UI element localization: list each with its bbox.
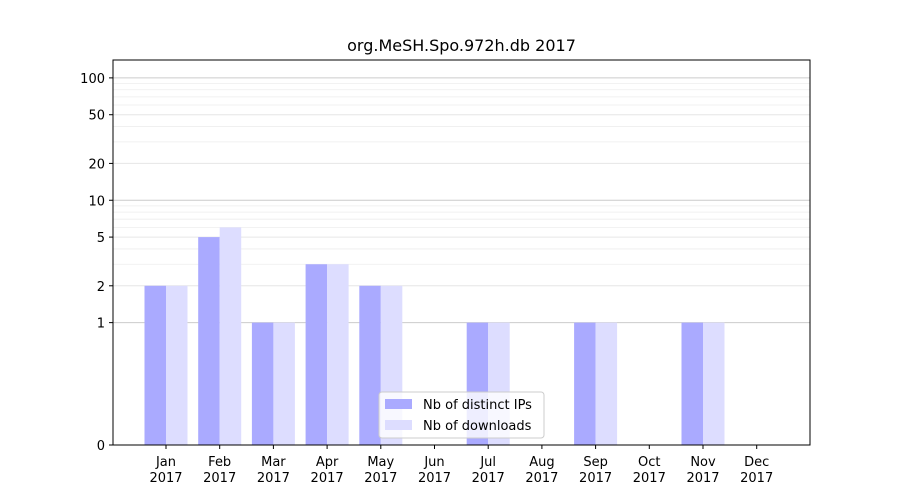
x-tick-label-month: Jun [423, 455, 444, 470]
x-tick-label-year: 2017 [579, 471, 612, 486]
x-tick-label-month: Aug [529, 455, 554, 470]
x-tick-label-year: 2017 [472, 471, 505, 486]
x-tick-label-year: 2017 [686, 471, 719, 486]
plot-frame [112, 59, 811, 446]
x-tick-label-month: Sep [583, 455, 608, 470]
y-tick-label: 50 [88, 109, 105, 124]
x-tick-label-month: Feb [208, 455, 231, 470]
y-tick-label: 20 [88, 157, 105, 172]
legend-label: Nb of distinct IPs [423, 398, 532, 413]
legend-swatch [385, 399, 412, 409]
bar-downloads [273, 322, 295, 445]
y-tick-label: 10 [88, 194, 105, 209]
x-tick-label-year: 2017 [740, 471, 773, 486]
bar-downloads [703, 322, 725, 445]
x-tick-label-year: 2017 [525, 471, 558, 486]
legend-label: Nb of downloads [423, 419, 532, 434]
y-axis: 0 1 2 5 10 20 50 100 [80, 72, 113, 454]
x-tick-label-month: Jul [479, 455, 496, 470]
x-tick-label-year: 2017 [418, 471, 451, 486]
bar-downloads [327, 264, 349, 445]
x-tick-label-month: Oct [638, 455, 660, 470]
x-tick-label-month: May [367, 455, 394, 470]
bar-distinct-ips [144, 285, 166, 445]
bar-distinct-ips [251, 322, 274, 445]
x-tick-label-month: Dec [744, 455, 769, 470]
y-tick-label: 5 [97, 231, 105, 246]
y-tick-label: 1 [97, 317, 105, 332]
x-tick-label-year: 2017 [203, 471, 236, 486]
y-tick-label: 0 [97, 439, 105, 454]
legend-box [378, 391, 545, 439]
legend-swatch [385, 420, 412, 430]
bar-downloads [219, 227, 242, 445]
x-tick-label-month: Apr [316, 455, 339, 470]
y-tick-label: 100 [80, 72, 105, 87]
x-axis: Jan2017Feb2017Mar2017Apr2017May2017Jun20… [149, 445, 773, 486]
bar-downloads [595, 322, 618, 445]
x-tick-label-month: Jan [155, 455, 176, 470]
x-tick-label-year: 2017 [633, 471, 666, 486]
x-tick-label-month: Mar [261, 455, 286, 470]
bar-distinct-ips [574, 322, 596, 445]
x-tick-label-year: 2017 [257, 471, 290, 486]
y-tick-label: 2 [97, 280, 105, 295]
x-tick-label-month: Nov [690, 455, 716, 470]
bar-distinct-ips [681, 322, 703, 445]
chart-title: org.MeSH.Spo.972h.db 2017 [347, 36, 576, 55]
x-tick-label-year: 2017 [149, 471, 182, 486]
bar-distinct-ips [359, 285, 381, 445]
bar-downloads [166, 285, 188, 445]
bar-distinct-ips [198, 237, 220, 445]
bar-distinct-ips [305, 264, 328, 445]
x-tick-label-year: 2017 [311, 471, 344, 486]
legend: Nb of distinct IPs Nb of downloads [378, 391, 545, 439]
x-tick-label-year: 2017 [364, 471, 397, 486]
